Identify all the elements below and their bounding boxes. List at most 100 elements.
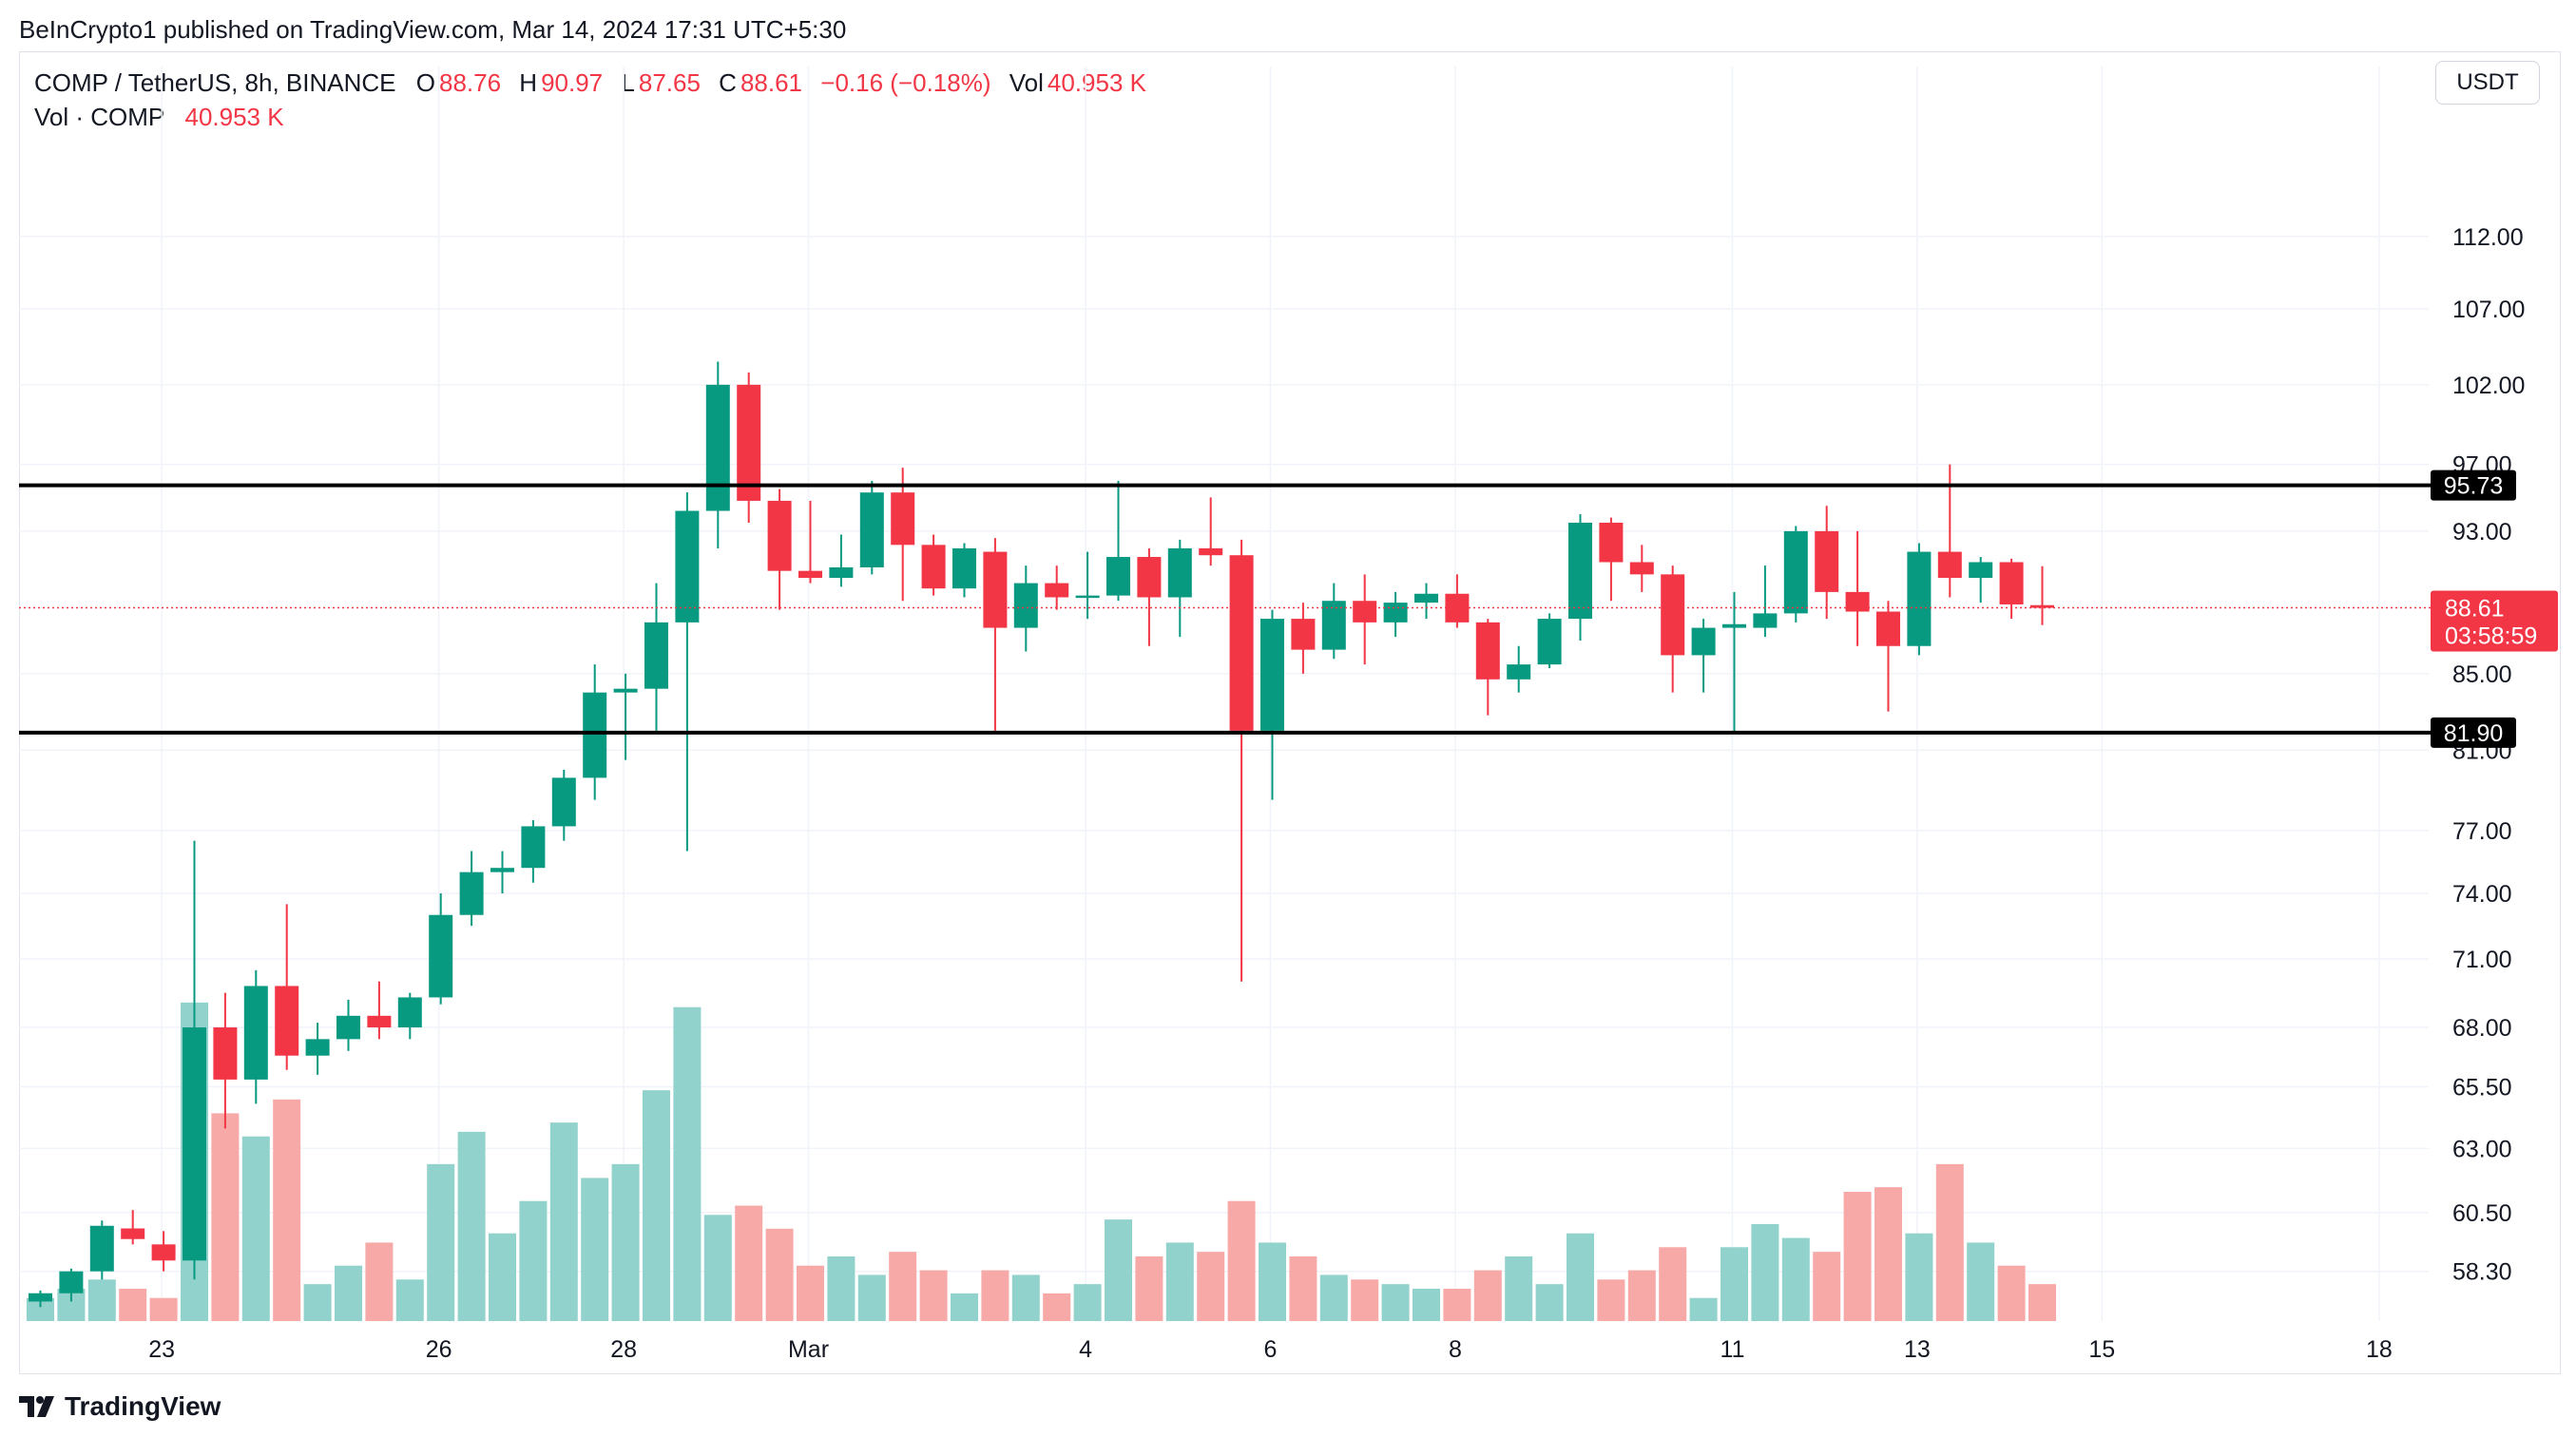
candle-body — [243, 986, 268, 1080]
volume-bar — [519, 1200, 548, 1321]
volume-bar — [1197, 1252, 1225, 1321]
y-tick-label: 63.00 — [2452, 1136, 2512, 1162]
volume-bar — [1813, 1252, 1841, 1321]
y-tick-label: 65.50 — [2452, 1075, 2512, 1102]
volume-bar — [211, 1113, 240, 1321]
candle-body — [891, 492, 915, 546]
volume-bar — [735, 1205, 763, 1321]
volume-bar — [241, 1136, 270, 1321]
candle-body — [1876, 611, 1900, 646]
x-tick-label: 26 — [426, 1336, 452, 1363]
horizontal-line-value: 81.90 — [2444, 720, 2504, 747]
volume-bar — [303, 1284, 332, 1321]
candle-body — [1507, 664, 1531, 680]
volume-bar — [1443, 1289, 1471, 1321]
volume-bar — [149, 1297, 178, 1321]
candle-body — [1291, 619, 1316, 650]
y-tick-label: 107.00 — [2452, 297, 2525, 323]
candle-body — [1414, 593, 1438, 604]
y-tick-label: 71.00 — [2452, 947, 2512, 973]
candle-body — [121, 1228, 145, 1239]
volume-bar — [1289, 1256, 1317, 1321]
candle-body — [1783, 530, 1808, 614]
volume-bar — [765, 1228, 794, 1321]
y-tick-label: 102.00 — [2452, 373, 2525, 399]
x-tick-label: 6 — [1264, 1336, 1278, 1363]
currency-button[interactable]: USDT — [2435, 61, 2540, 105]
open-value: 88.76 — [438, 68, 502, 97]
y-tick-label: 74.00 — [2452, 881, 2512, 908]
vol-label: Vol — [1009, 68, 1044, 97]
tradingview-logo[interactable]: TradingView — [19, 1391, 221, 1422]
candle-body — [1260, 619, 1284, 731]
candle-body — [1013, 583, 1038, 628]
volume-bar — [703, 1215, 732, 1321]
candle-body — [1937, 551, 1962, 579]
volume-bar — [981, 1270, 1009, 1321]
candle-body — [675, 510, 700, 623]
tradingview-logo-icon — [19, 1396, 54, 1417]
volume-bar — [1689, 1297, 1718, 1321]
x-tick-label: 18 — [2366, 1336, 2393, 1363]
candle-body — [429, 914, 453, 998]
candle-body — [1815, 530, 1839, 592]
x-tick-label: 28 — [610, 1336, 637, 1363]
publisher-info: BeInCrypto1 published on TradingView.com… — [19, 15, 847, 44]
volume-bar — [1567, 1233, 1594, 1321]
volume-bar — [1165, 1242, 1194, 1321]
volume-bar — [827, 1256, 855, 1321]
volume-legend: Vol · COMP 40.953 K — [34, 103, 288, 132]
brand-name: TradingView — [65, 1391, 221, 1421]
candle-body — [705, 384, 730, 511]
candle-body — [59, 1271, 84, 1293]
volume-bar — [1874, 1187, 1902, 1321]
volume-series-label[interactable]: Vol · COMP — [34, 103, 165, 131]
y-tick-label: 112.00 — [2452, 224, 2524, 251]
candle-body — [1969, 562, 1993, 579]
candle-body — [151, 1244, 176, 1261]
volume-bar — [1997, 1265, 2026, 1321]
volume-bar — [919, 1270, 948, 1321]
candle-body — [1353, 601, 1377, 623]
volume-bar — [119, 1289, 147, 1321]
candle-body — [1661, 574, 1685, 656]
candle-body — [275, 986, 299, 1056]
x-tick-label: 23 — [148, 1336, 175, 1363]
low-label: L — [621, 68, 635, 97]
volume-bar — [1505, 1256, 1533, 1321]
symbol-title[interactable]: COMP / TetherUS, 8h, BINANCE — [34, 68, 396, 97]
low-value: 87.65 — [638, 68, 701, 97]
volume-bar — [1935, 1163, 1964, 1321]
candle-body — [1845, 591, 1870, 612]
candle-body — [459, 872, 484, 915]
volume-bar — [1105, 1219, 1132, 1321]
close-value: 88.61 — [740, 68, 803, 97]
candle-body — [1106, 557, 1130, 596]
candle-body — [1691, 627, 1716, 656]
candle-body — [1537, 619, 1562, 665]
candle-body — [983, 551, 1008, 628]
symbol-legend: COMP / TetherUS, 8h, BINANCE O 88.76 H 90.… — [34, 68, 1150, 98]
volume-bar — [1597, 1279, 1625, 1321]
candle-body — [89, 1225, 114, 1272]
volume-bar — [797, 1265, 824, 1321]
volume-bar — [1659, 1247, 1687, 1321]
horizontal-line-tag — [2431, 469, 2516, 501]
candle-body — [367, 1015, 392, 1028]
candle-body — [1199, 547, 1223, 556]
x-tick-label: 11 — [1721, 1336, 1745, 1363]
volume-bar — [1351, 1279, 1379, 1321]
volume-bar — [1473, 1270, 1502, 1321]
candle-body — [737, 384, 761, 501]
candle-body — [1167, 547, 1192, 598]
candle-body — [2030, 604, 2054, 608]
volume-bar — [1781, 1237, 1810, 1321]
y-tick-label: 85.00 — [2452, 661, 2512, 688]
volume-bar — [1073, 1284, 1102, 1321]
volume-bar — [2028, 1284, 2056, 1321]
volume-bar — [951, 1293, 978, 1321]
candle-body — [1907, 551, 1932, 646]
horizontal-line-tag — [2431, 717, 2516, 748]
candle-body — [521, 826, 546, 869]
